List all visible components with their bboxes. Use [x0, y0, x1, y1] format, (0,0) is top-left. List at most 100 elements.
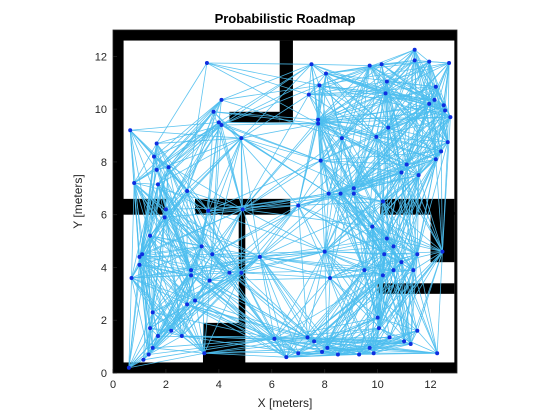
roadmap-edge [139, 256, 196, 301]
roadmap-edge [242, 119, 319, 210]
roadmap-node-3 [154, 141, 159, 146]
roadmap-edge [324, 226, 373, 252]
roadmap-edge [186, 190, 213, 255]
roadmap-edge [416, 142, 449, 255]
roadmap-node-50 [367, 345, 372, 350]
roadmap-edge [190, 275, 205, 354]
roadmap-edge [274, 338, 299, 354]
roadmap-edge [327, 347, 438, 354]
roadmap-edge [297, 137, 343, 206]
roadmap-node-48 [335, 352, 340, 357]
roadmap-edge [320, 65, 371, 161]
roadmap-node-41 [257, 254, 262, 259]
roadmap-edge [212, 193, 329, 255]
roadmap-edge [401, 262, 405, 342]
roadmap-edge [208, 160, 321, 212]
roadmap-edge [311, 64, 320, 86]
roadmap-edge [131, 264, 140, 279]
roadmap-node-105 [435, 351, 440, 356]
roadmap-edge [401, 159, 437, 263]
roadmap-edge [320, 160, 373, 227]
roadmap-edge [401, 103, 430, 173]
roadmap-edge [311, 63, 370, 67]
roadmap-edge [164, 217, 183, 337]
roadmap-node-63 [306, 92, 311, 97]
obstacle-block-11 [380, 198, 455, 215]
roadmap-node-61 [324, 71, 329, 76]
roadmap-edge [165, 122, 220, 210]
roadmap-edge [209, 205, 299, 281]
roadmap-edge [139, 256, 159, 337]
roadmap-edge [141, 254, 159, 337]
roadmap-node-99 [375, 315, 380, 320]
roadmap-edge [393, 253, 418, 271]
roadmap-node-97 [391, 268, 396, 273]
roadmap-edge [129, 130, 157, 171]
roadmap-node-102 [402, 339, 407, 344]
roadmap-edge [307, 337, 360, 355]
roadmap-edge [259, 256, 315, 342]
roadmap-edge [307, 337, 323, 353]
roadmap-node-90 [384, 236, 389, 241]
roadmap-edge [369, 337, 390, 349]
roadmap-edge [241, 137, 354, 189]
roadmap-edge [133, 143, 158, 184]
roadmap-edge [164, 217, 192, 276]
roadmap-edge [320, 160, 365, 271]
roadmap-edge [436, 251, 443, 354]
roadmap-edge [429, 61, 450, 64]
roadmap-edge [442, 142, 449, 252]
roadmap-edge [206, 62, 320, 86]
roadmap-node-1 [128, 128, 133, 133]
roadmap-edge [241, 137, 321, 161]
roadmap-edge [307, 336, 438, 354]
roadmap-edge [313, 269, 365, 342]
roadmap-edge [297, 205, 326, 252]
roadmap-node-2 [132, 181, 137, 186]
roadmap-node-42 [272, 336, 277, 341]
roadmap-edge [353, 193, 402, 263]
roadmap-edge [340, 127, 389, 194]
roadmap-node-55 [338, 191, 343, 196]
roadmap-edge [190, 269, 287, 358]
roadmap-edge [128, 354, 149, 369]
roadmap-edge [317, 123, 326, 252]
roadmap-edge [416, 254, 438, 354]
roadmap-edge [389, 254, 418, 338]
roadmap-node-37 [126, 365, 131, 370]
roadmap-edge [204, 347, 328, 354]
roadmap-edge [353, 172, 402, 189]
roadmap-node-45 [312, 339, 317, 344]
roadmap-edge [382, 127, 389, 202]
roadmap-edge [341, 60, 415, 139]
roadmap-edge [358, 340, 405, 355]
roadmap-edge [211, 124, 222, 255]
roadmap-edge [131, 277, 154, 313]
roadmap-edge [242, 137, 343, 210]
roadmap-node-27 [169, 328, 174, 333]
roadmap-edge [149, 184, 159, 236]
roadmap-node-53 [322, 249, 327, 254]
roadmap-edge [386, 174, 419, 239]
roadmap-edge [382, 81, 388, 202]
roadmap-edge [259, 256, 275, 339]
roadmap-edge [181, 335, 205, 354]
roadmap-node-47 [325, 345, 330, 350]
roadmap-edge [387, 103, 430, 128]
x-tick-label: 4 [216, 379, 222, 391]
x-tick-label: 12 [424, 379, 436, 391]
roadmap-edge [131, 169, 158, 279]
roadmap-edge [241, 123, 319, 139]
roadmap-edge [321, 254, 385, 353]
roadmap-edge [186, 304, 308, 338]
roadmap-edge [386, 238, 443, 253]
roadmap-edge [412, 269, 438, 354]
roadmap-edge [139, 264, 210, 282]
roadmap-edge [429, 103, 451, 118]
roadmap-edge [141, 253, 196, 301]
roadmap-node-108 [327, 276, 332, 281]
roadmap-edge [307, 336, 411, 345]
roadmap-edge [241, 193, 329, 274]
roadmap-edge [317, 123, 355, 194]
roadmap-edge [317, 61, 430, 125]
